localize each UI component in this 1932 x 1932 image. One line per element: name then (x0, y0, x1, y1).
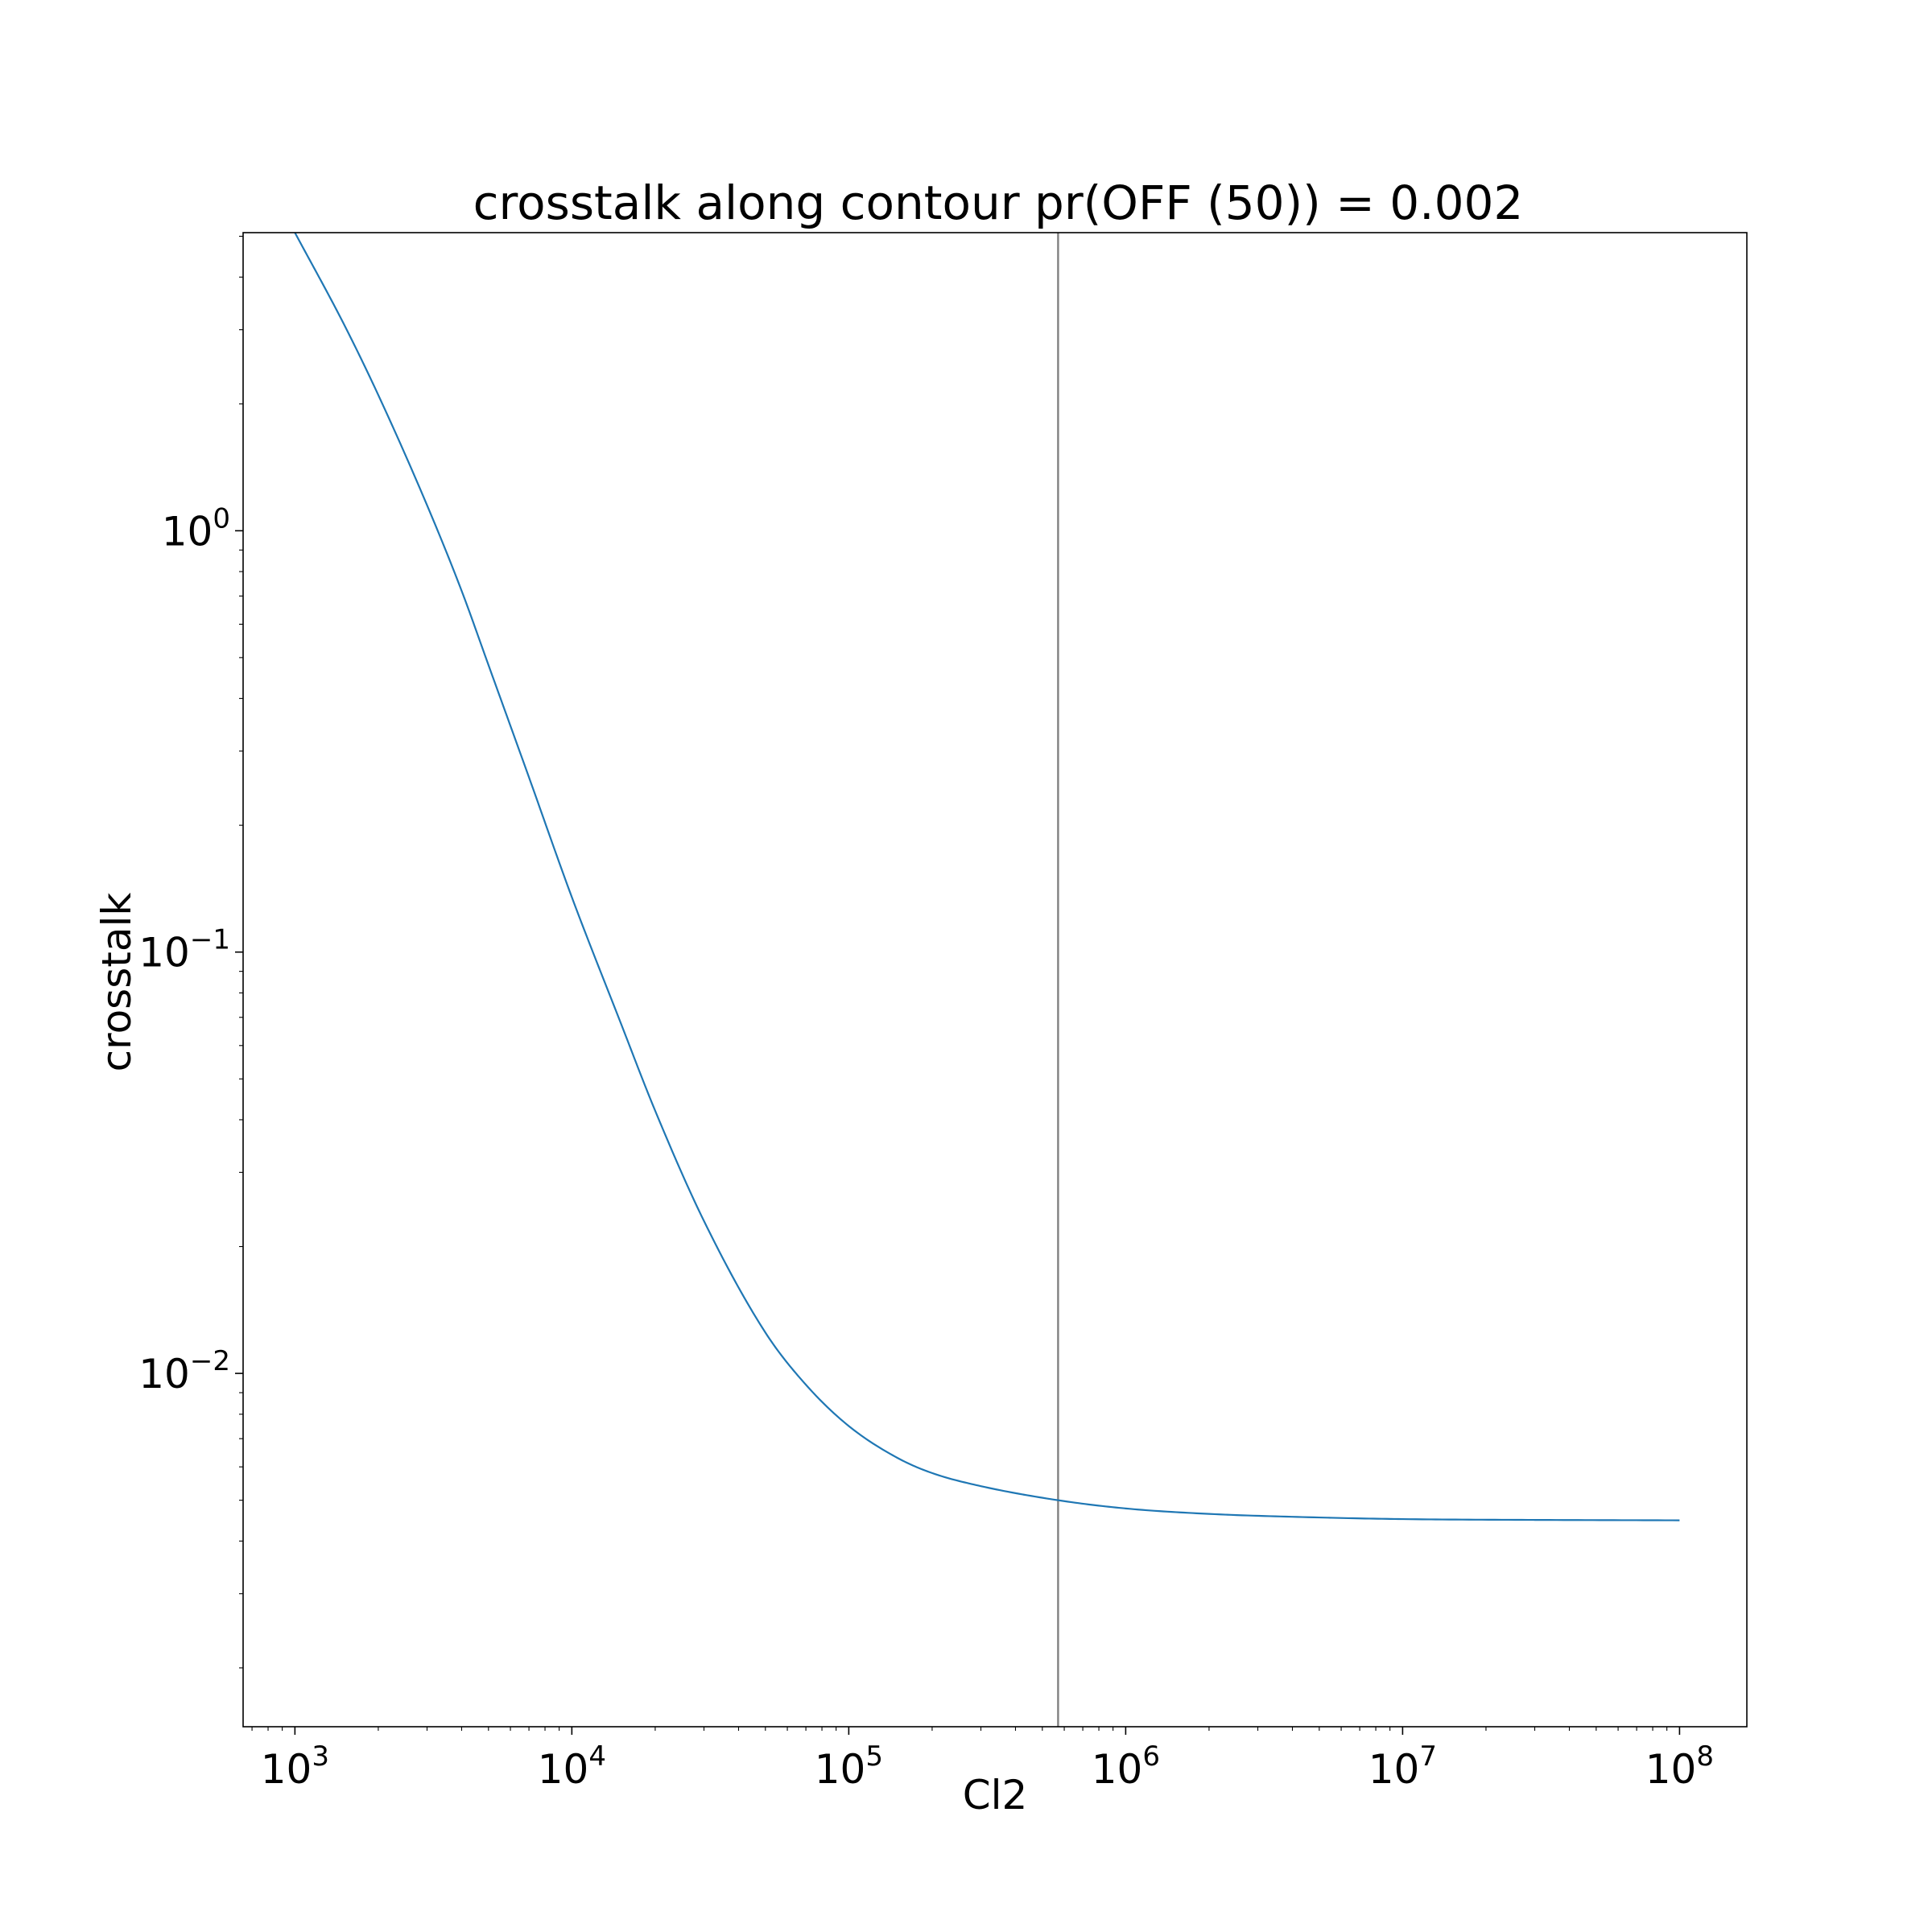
crosstalk-series-line (294, 232, 1680, 1521)
series-layer (294, 232, 1680, 1727)
y-axis-label: crosstalk (93, 893, 140, 1072)
y-tick-label: 100 (162, 502, 230, 555)
y-tick-label: 10−1 (138, 924, 230, 976)
y-tick-label: 10−2 (138, 1345, 230, 1397)
axis-ticks: 103 104 105 106 107 108 100 10−1 10−2 (138, 235, 1714, 1793)
chart-title: crosstalk along contour pr(OFF (50)) = 0… (473, 175, 1524, 230)
x-tick-label: 108 (1645, 1740, 1714, 1793)
plot-frame (242, 232, 1748, 1728)
x-tick-label: 107 (1368, 1740, 1437, 1793)
x-tick-label: 106 (1092, 1740, 1160, 1793)
x-axis-label: Cl2 (963, 1772, 1028, 1818)
x-tick-label: 103 (261, 1740, 329, 1793)
x-tick-label: 104 (538, 1740, 606, 1793)
x-tick-label: 105 (815, 1740, 883, 1793)
